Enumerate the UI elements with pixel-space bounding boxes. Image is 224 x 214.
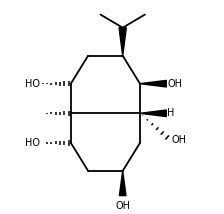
Text: H: H [167,108,174,118]
Text: HO: HO [25,79,40,89]
Text: OH: OH [115,201,130,211]
Text: OH: OH [167,79,182,89]
Text: HO: HO [25,138,40,148]
Text: OH: OH [171,135,186,145]
Polygon shape [119,28,126,56]
Polygon shape [140,80,166,87]
Polygon shape [140,110,166,117]
Polygon shape [119,171,126,196]
